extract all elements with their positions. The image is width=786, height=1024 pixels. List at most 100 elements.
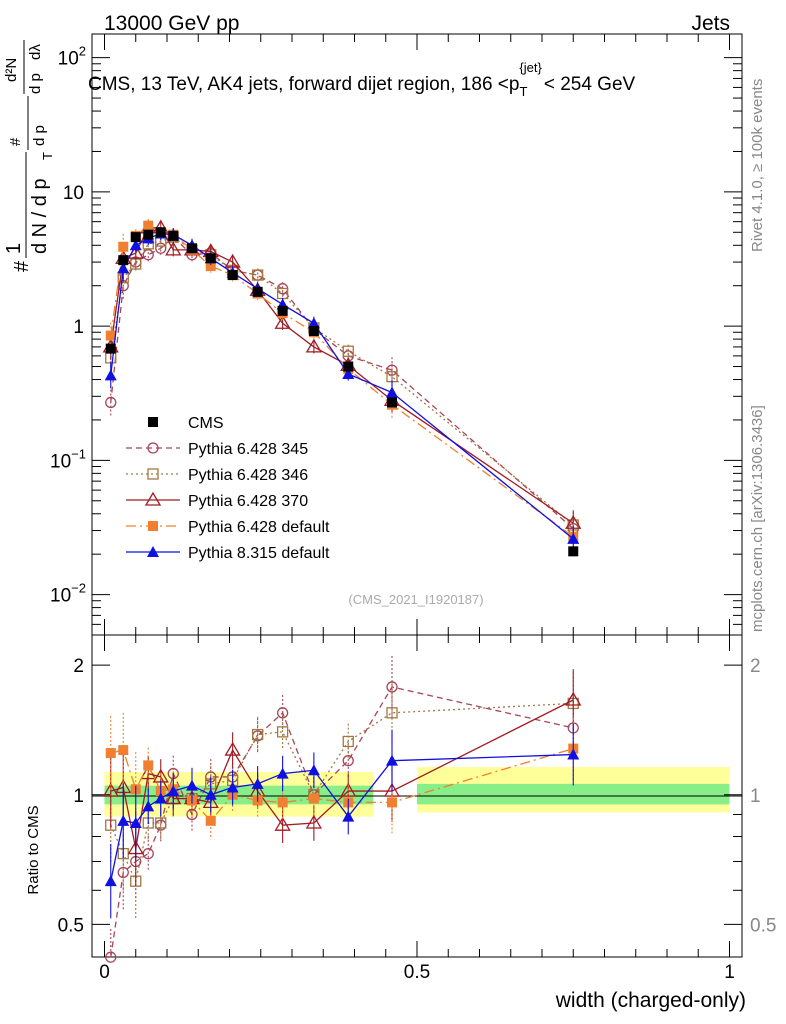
main-series-layer <box>102 219 582 557</box>
ratio-series-p8-marker <box>226 781 239 793</box>
main-series-p346-marker <box>251 269 264 281</box>
x-tick-label-1: 0.5 <box>404 962 430 983</box>
x-tick-label-0: 0 <box>99 962 110 983</box>
ratio-series-p8-marker <box>142 800 155 812</box>
legend-label-cms: CMS <box>188 415 224 432</box>
ratio-series-pdef-marker <box>308 793 319 804</box>
rivet-version-label: Rivet 4.1.0, ≥ 100k events <box>749 79 766 252</box>
main-series-cms-marker <box>277 305 288 316</box>
ratio-series-p346-marker <box>251 728 264 741</box>
legend-label-p345: Pythia 6.428 345 <box>188 441 308 458</box>
main-series-p8-marker <box>386 386 398 398</box>
main-series-p370-marker <box>274 314 291 329</box>
legend-label-p346: Pythia 6.428 346 <box>188 467 308 484</box>
ratio-y-tick-label-2: 2 <box>73 656 84 677</box>
main-series-p8-line <box>110 232 574 540</box>
main-series-p370-marker <box>165 241 182 256</box>
ratio-series-pdef-marker <box>277 797 288 808</box>
main-series-p8-marker <box>567 532 580 544</box>
legend-marker-pdef <box>148 521 158 531</box>
main-series-pdef-marker <box>105 330 116 341</box>
ratio-series-p8 <box>104 723 580 919</box>
main-series-p370-line <box>110 227 574 524</box>
ratio-series-p346-line <box>110 702 574 884</box>
axis-ticks: 10−2 10−1 1 10 102 0 0.5 1 0.5 0.5 1 1 2 2 <box>50 34 776 983</box>
main-series-p370 <box>102 219 582 537</box>
main-y-axis-label: # 1 d N / d p T # d p d²N d p dλ <box>3 40 55 272</box>
ratio-series-p346-marker <box>342 735 354 748</box>
legend: CMS Pythia 6.428 345 Pythia 6.428 346 Pythi… <box>126 415 330 562</box>
legend-marker-cms <box>148 417 158 427</box>
main-series-cms <box>105 227 579 557</box>
green-band-1 <box>417 783 730 805</box>
ratio-series-p345-marker <box>276 707 289 719</box>
svg-text:#: # <box>11 260 33 272</box>
svg-text:d p: d p <box>27 73 44 94</box>
main-series-p345-marker <box>142 249 154 261</box>
ratio-series-pdef-line <box>110 747 574 822</box>
main-series-cms-marker <box>252 286 263 297</box>
ratio-y-tick-label-right-1: 1 <box>750 786 761 807</box>
ratio-series-pdef-marker <box>387 797 397 808</box>
legend-label-p8: Pythia 8.315 default <box>188 545 330 562</box>
ratio-y-tick-label-right-2: 2 <box>750 656 761 677</box>
ratio-series-p8-marker <box>204 788 217 800</box>
main-series-p8-marker <box>104 369 117 381</box>
ratio-series-p345-marker <box>105 951 117 963</box>
x-tick-label-2: 1 <box>724 962 735 983</box>
plot-title: CMS, 13 TeV, AK4 jets, forward dijet reg… <box>88 60 636 99</box>
ratio-y-tick-label-right-0: 0.5 <box>750 915 776 936</box>
main-series-p346-line <box>110 236 574 526</box>
legend-marker-p346 <box>147 468 159 480</box>
main-series-cms-marker <box>155 227 166 238</box>
svg-text:#: # <box>7 137 24 146</box>
ratio-series-p8-marker <box>342 810 355 822</box>
main-series-p346-marker <box>342 345 354 357</box>
main-y-tick-label-0: 10−2 <box>50 581 86 607</box>
main-y-tick-label-4: 102 <box>58 44 86 70</box>
main-series-p345-line <box>110 236 574 530</box>
x-axis-label: width (charged-only) <box>555 989 746 1012</box>
main-series-p346 <box>105 230 579 538</box>
analysis-watermark: (CMS_2021_I1920187) <box>348 592 483 607</box>
ratio-y-tick-label-0: 0.5 <box>58 915 84 936</box>
ratio-series-p8-marker <box>129 816 142 828</box>
header-left: 13000 GeV pp <box>104 12 239 35</box>
main-series-cms-marker <box>168 230 179 241</box>
ratio-series-p345-line <box>110 686 574 958</box>
ratio-series-p370-marker <box>565 691 582 706</box>
main-series-p370-marker <box>305 338 323 353</box>
ratio-y-axis-label: Ratio to CMS <box>25 805 42 894</box>
svg-text:d²N: d²N <box>3 58 20 82</box>
main-series-pdef-marker <box>205 261 216 272</box>
main-series-pdef-line <box>110 224 574 538</box>
mcplots-label: mcplots.cern.ch [arXiv:1306.3436] <box>749 405 766 632</box>
svg-text:1: 1 <box>3 243 25 254</box>
ratio-series-p370-marker <box>340 782 357 797</box>
ratio-series-p8-marker <box>167 785 180 797</box>
ratio-y-tick-label-1: 1 <box>73 786 84 807</box>
ratio-series-p8-marker <box>104 875 117 887</box>
main-series-pdef-marker <box>118 241 129 252</box>
main-series-p345-marker <box>105 396 117 409</box>
main-series-cms-marker <box>118 255 129 266</box>
main-series-cms-marker <box>227 270 238 281</box>
main-series-p8-marker <box>342 367 355 379</box>
main-series-cms-marker <box>105 343 116 354</box>
main-series-cms-marker <box>143 229 154 240</box>
main-series-cms-marker <box>387 397 397 408</box>
main-y-tick-label-3: 10 <box>63 183 84 204</box>
ratio-series-p346-marker <box>276 726 289 738</box>
ratio-series-p8-marker <box>154 792 167 804</box>
ratio-series-p370-marker <box>274 816 291 831</box>
main-series-cms-marker <box>187 243 197 254</box>
ratio-series-layer <box>102 655 582 963</box>
main-series-p8-marker <box>117 262 130 274</box>
main-series-p345 <box>105 230 579 542</box>
main-series-cms-marker <box>205 253 216 264</box>
ratio-series-pdef-marker <box>143 760 154 771</box>
ratio-series-p8-marker <box>186 779 198 791</box>
main-series-cms-marker <box>308 325 319 336</box>
ratio-series-p8-marker <box>117 814 130 826</box>
